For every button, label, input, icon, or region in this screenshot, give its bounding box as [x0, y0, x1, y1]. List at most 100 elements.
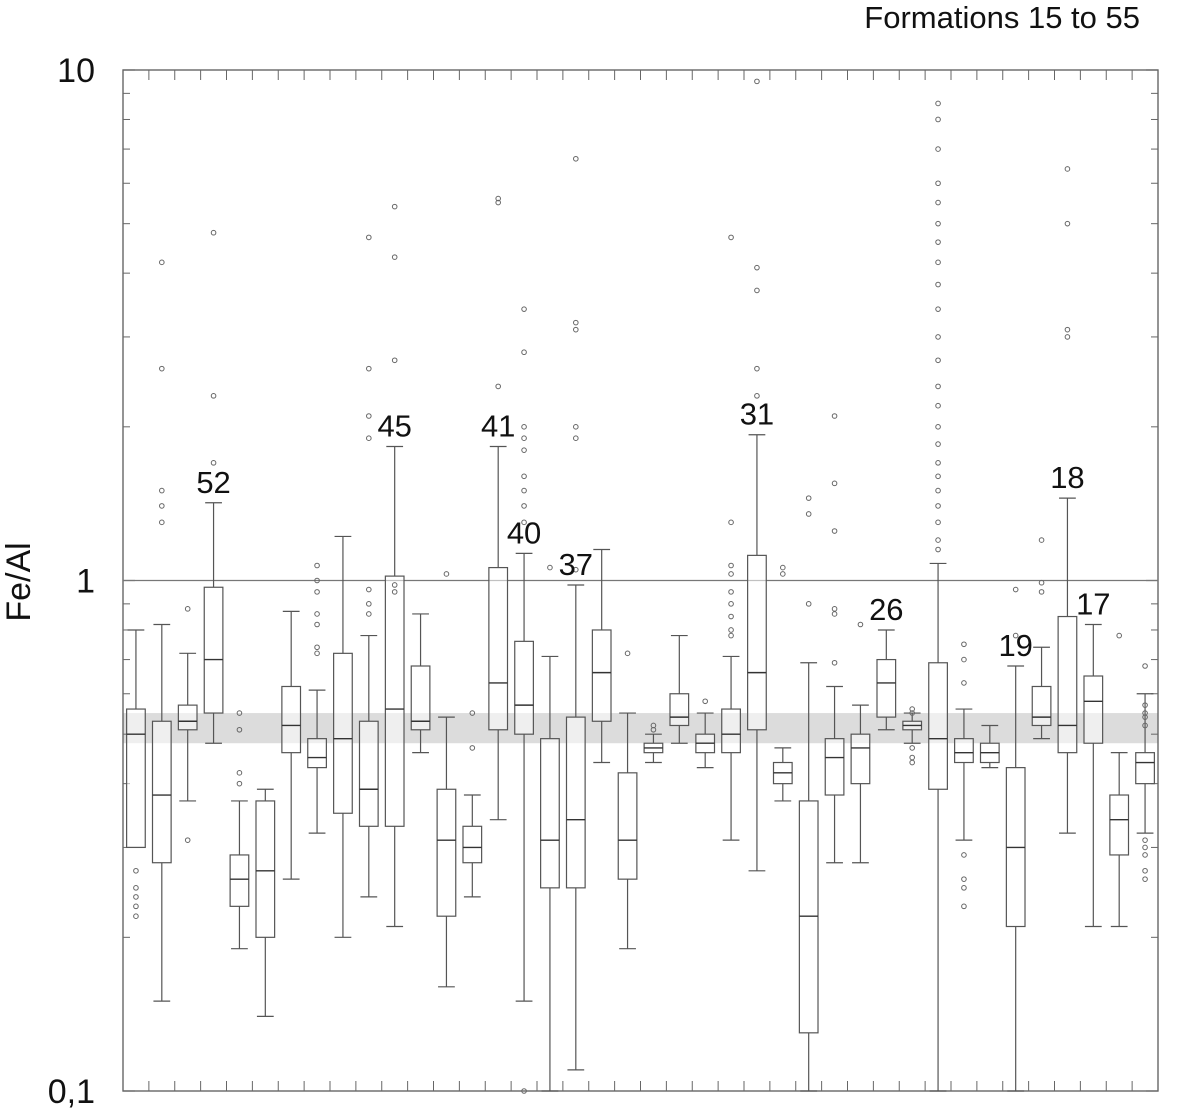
outlier-point	[935, 100, 941, 107]
outlier-point	[728, 601, 734, 607]
outlier-point	[728, 519, 734, 526]
outlier-point	[728, 613, 734, 620]
outlier-point	[935, 537, 941, 543]
outlier-point	[909, 759, 915, 766]
outlier-point	[935, 503, 941, 509]
outlier-point	[314, 589, 320, 595]
outlier-point	[495, 383, 501, 390]
box-body	[255, 800, 276, 938]
outlier-point	[1064, 166, 1071, 172]
outlier-point	[314, 621, 320, 628]
outlier-point	[780, 564, 786, 571]
box-group	[902, 706, 923, 766]
box-body	[876, 658, 897, 718]
outlier-point	[1038, 579, 1045, 586]
outlier-point	[391, 203, 398, 210]
box-body	[747, 554, 767, 731]
outlier-point	[314, 644, 320, 651]
outlier-point	[935, 199, 941, 206]
outlier-point	[935, 239, 941, 245]
box-group	[384, 203, 405, 928]
box-group	[747, 78, 767, 872]
outlier-point	[1142, 867, 1148, 874]
box-group	[126, 629, 146, 919]
outlier-point	[805, 601, 812, 607]
outlier-point	[184, 606, 191, 612]
outlier-point	[935, 519, 941, 526]
outlier-point	[961, 656, 967, 663]
formation-label: 26	[869, 592, 903, 627]
outlier-point	[961, 885, 967, 891]
box-body	[177, 704, 198, 731]
formation-label: 52	[196, 465, 230, 500]
outlier-point	[495, 199, 501, 206]
box-body	[436, 788, 457, 917]
outlier-point	[1142, 722, 1148, 729]
outlier-point	[831, 659, 838, 666]
outlier-point	[961, 852, 967, 858]
outlier-point	[391, 589, 398, 595]
outlier-point	[1012, 632, 1019, 639]
box-group	[1083, 623, 1104, 928]
y-tick-label: 0,1	[48, 1073, 95, 1111]
box-group	[358, 234, 379, 898]
box-body	[462, 825, 483, 864]
outlier-point	[469, 745, 476, 751]
outlier-point	[210, 460, 217, 466]
outlier-point	[935, 220, 941, 227]
outlier-point	[961, 903, 967, 910]
outlier-point	[754, 287, 760, 294]
outlier-point	[754, 78, 760, 85]
outlier-point	[728, 234, 734, 241]
box-body	[384, 575, 405, 827]
box-group	[229, 710, 250, 950]
outlier-point	[650, 726, 657, 733]
outlier-point	[366, 611, 372, 617]
box-group	[954, 641, 974, 910]
formation-label: 40	[507, 515, 541, 550]
outlier-point	[521, 435, 527, 441]
outlier-point	[236, 780, 243, 787]
box-group	[591, 548, 612, 764]
outlier-point	[1064, 334, 1071, 340]
outlier-point	[1038, 537, 1045, 543]
box-body	[1031, 685, 1052, 727]
outlier-point	[935, 473, 941, 480]
outlier-point	[831, 413, 838, 419]
box-group	[514, 306, 534, 1094]
outlier-point	[495, 195, 501, 202]
outlier-point	[573, 566, 579, 573]
box-body	[565, 716, 586, 889]
box-group	[721, 234, 741, 841]
outlier-point	[133, 867, 139, 874]
box-group	[617, 650, 638, 950]
outlier-point	[366, 601, 372, 607]
box-group	[255, 788, 276, 1018]
formation-label: 31	[740, 397, 774, 432]
reference-band	[123, 713, 1158, 744]
outlier-point	[1142, 844, 1148, 851]
outlier-point	[935, 402, 941, 409]
formation-label: 17	[1076, 586, 1110, 621]
outlier-point	[133, 885, 139, 891]
outlier-point	[935, 460, 941, 466]
box-body	[721, 708, 741, 754]
outlier-point	[521, 1088, 527, 1094]
outlier-point	[909, 706, 915, 712]
box-group	[1135, 663, 1155, 882]
outlier-point	[1142, 702, 1148, 708]
outlier-point	[366, 435, 372, 441]
box-group	[695, 698, 716, 769]
outlier-point	[831, 611, 838, 617]
outlier-point	[159, 365, 165, 372]
outlier-point	[935, 259, 941, 266]
outlier-point	[935, 383, 941, 390]
outlier-point	[780, 571, 786, 577]
box-group	[798, 495, 819, 1092]
outlier-point	[961, 641, 967, 648]
box-group	[410, 613, 431, 754]
outlier-point	[1064, 326, 1071, 333]
box-group	[1057, 166, 1078, 834]
formation-label: 37	[559, 547, 593, 582]
